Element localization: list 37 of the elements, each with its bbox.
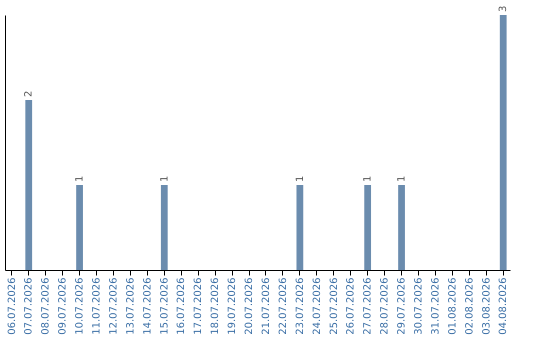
x-tick-label: 24.07.2026	[312, 278, 323, 335]
x-tick-label: 29.07.2026	[396, 278, 408, 335]
x-tick-label: 31.07.2026	[430, 278, 442, 335]
x-tick-label: 19.07.2026	[227, 278, 238, 335]
x-tick-label: 15.07.2026	[159, 278, 170, 335]
x-tick-label: 10.07.2026	[74, 278, 86, 335]
x-tick-label: 06.07.2026	[6, 278, 18, 335]
data-label: 3	[498, 6, 510, 12]
x-tick-label: 04.08.2026	[498, 278, 510, 335]
x-tick-label: 18.07.2026	[210, 278, 222, 335]
data-label: 1	[74, 176, 86, 182]
x-tick-label: 17.07.2026	[193, 278, 204, 335]
x-tick-label: 16.07.2026	[176, 278, 188, 335]
x-tick-label: 13.07.2026	[125, 278, 136, 335]
x-tick-label: 12.07.2026	[108, 278, 120, 335]
x-tick-label: 20.07.2026	[244, 278, 256, 335]
x-tick-label: 21.07.2026	[260, 278, 272, 335]
x-tick-label: 03.08.2026	[481, 278, 492, 335]
x-tick-label: 22.07.2026	[278, 278, 289, 335]
x-tick-label: 14.07.2026	[142, 278, 154, 335]
x-tick-label: 09.07.2026	[58, 278, 69, 335]
x-tick-label: 25.07.2026	[328, 278, 340, 335]
x-tick-label: 07.07.2026	[24, 278, 35, 335]
x-tick-label: 26.07.2026	[346, 278, 357, 335]
x-tick-label: 11.07.2026	[92, 278, 103, 335]
x-tick-label: 28.07.2026	[380, 278, 391, 335]
data-label: 1	[294, 176, 306, 182]
x-tick-label: 27.07.2026	[362, 278, 374, 335]
x-tick-label: 23.07.2026	[294, 278, 306, 335]
x-tick-label: 08.07.2026	[40, 278, 52, 335]
x-tick-label: 02.08.2026	[464, 278, 476, 335]
data-label: 1	[396, 176, 408, 182]
data-label: 1	[159, 176, 170, 182]
data-label: 1	[362, 176, 374, 182]
x-tick-label: 30.07.2026	[413, 278, 424, 335]
data-label: 2	[24, 90, 35, 97]
x-tick-label: 01.08.2026	[447, 278, 458, 335]
